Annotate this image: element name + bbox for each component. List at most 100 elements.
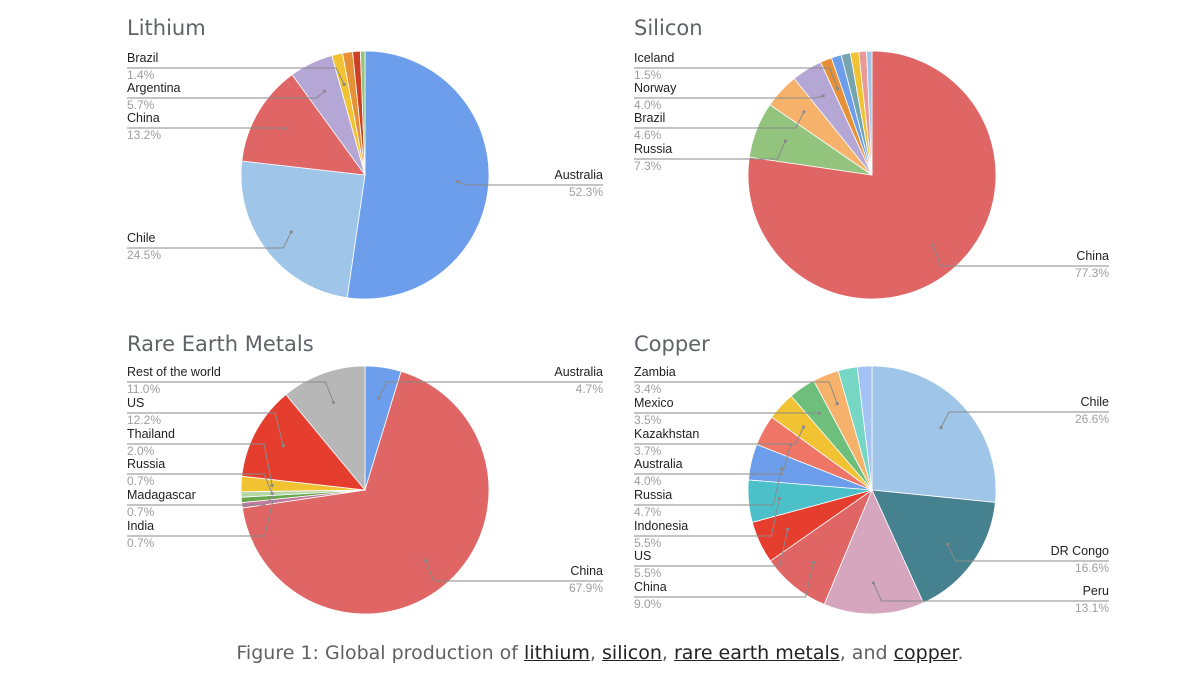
slice-value-label: 4.6% (634, 128, 662, 142)
chart-lithium: Lithium Australia 52.3% Chile 24.5% China 13.… (127, 16, 603, 300)
slice-value-label: 0.7% (127, 474, 155, 488)
slice-label: China (127, 111, 160, 125)
leader-line (127, 231, 292, 249)
slice-label: Peru (1083, 584, 1109, 598)
leader-line (634, 468, 782, 506)
chart-title: Copper (634, 332, 710, 356)
leader-line (634, 381, 838, 404)
slice-label: Thailand (127, 427, 175, 441)
slice-value-label: 24.5% (127, 248, 161, 262)
caption-separator: , and (839, 642, 894, 664)
caption-prefix: Figure 1: Global production of (236, 642, 525, 664)
chart-silicon: Silicon China 77.3% Russia 7.3% Brazil 4.6% No… (634, 16, 1109, 300)
slice-label: Mexico (634, 396, 674, 410)
slice-label: Australia (554, 365, 603, 379)
leader-line (634, 140, 786, 160)
leader-line (634, 498, 780, 537)
pie-slice-china (747, 50, 997, 300)
slice-label: US (127, 396, 144, 410)
pie-slice-rest-of-the-world (285, 365, 366, 492)
pie-slice-china (241, 370, 490, 615)
slice-value-label: 4.0% (634, 98, 662, 112)
leader-line (425, 560, 603, 582)
leader-line (940, 411, 1109, 428)
slice-value-label: 4.0% (634, 474, 662, 488)
slice-label: Chile (127, 231, 156, 245)
pie-slice-australia (346, 50, 490, 300)
slice-label: China (634, 580, 667, 594)
caption-suffix: . (957, 642, 964, 664)
slice-value-label: 4.7% (634, 505, 662, 519)
slice-label: China (1076, 249, 1109, 263)
slice-value-label: 0.7% (127, 505, 155, 519)
slice-value-label: 52.3% (569, 185, 603, 199)
slice-label: US (634, 549, 651, 563)
slice-label: Madagascar (127, 488, 196, 502)
slice-label: Argentina (127, 81, 181, 95)
pie-slice-other-9 (866, 50, 873, 176)
leader-dot (821, 94, 825, 98)
chart-title: Lithium (127, 16, 206, 40)
slice-label: China (570, 564, 603, 578)
slice-value-label: 3.7% (634, 444, 662, 458)
leader-line (873, 582, 1109, 602)
leader-line (634, 67, 838, 89)
pie-slice-china (241, 74, 366, 176)
slice-value-label: 1.4% (127, 68, 155, 82)
caption-link-silicon[interactable]: silicon (602, 642, 662, 664)
pie-slice-chile (240, 160, 366, 299)
slice-label: Brazil (634, 111, 665, 125)
slice-label: Russia (634, 142, 672, 156)
caption-link-rare-earth-metals[interactable]: rare earth metals (673, 642, 840, 664)
slice-value-label: 1.5% (634, 68, 662, 82)
slice-label: Russia (127, 457, 165, 471)
leader-line (634, 529, 789, 567)
pie-slice-other-7 (359, 50, 366, 176)
slice-label: Australia (554, 168, 603, 182)
pie-slice-chile (871, 365, 997, 503)
slice-label: Zambia (634, 365, 676, 379)
slice-value-label: 26.6% (1075, 412, 1109, 426)
leader-line (947, 543, 1109, 562)
slice-label: Chile (1081, 395, 1110, 409)
slice-value-label: 5.7% (127, 98, 155, 112)
leader-line (127, 501, 274, 537)
slice-value-label: 7.3% (634, 159, 662, 173)
slice-value-label: 4.7% (576, 382, 604, 396)
leader-line (457, 181, 603, 186)
leader-line (127, 412, 284, 446)
chart-copper: Copper Chile 26.6% DR Congo 16.6% Peru 13.1% C… (634, 332, 1109, 615)
leader-line (634, 95, 824, 99)
slice-value-label: 0.7% (127, 536, 155, 550)
slice-value-label: 3.5% (634, 413, 662, 427)
slice-value-label: 2.0% (127, 444, 155, 458)
leader-line (127, 497, 273, 506)
slice-label: Rest of the world (127, 365, 221, 379)
caption-link-lithium[interactable]: lithium (524, 642, 590, 664)
slice-label: Norway (634, 81, 677, 95)
leader-line (634, 111, 805, 129)
leader-line (127, 443, 273, 486)
leader-line (932, 245, 1109, 267)
leader-line (127, 90, 325, 99)
slice-value-label: 9.0% (634, 597, 662, 611)
slice-value-label: 13.2% (127, 128, 161, 142)
caption-separator: , (589, 642, 603, 664)
pie-slice-peru (823, 489, 924, 615)
caption-separator: , (661, 642, 674, 664)
chart-rare-earth-metals: Rare Earth Metals Australia 4.7% China 67.9… (127, 332, 604, 615)
slice-value-label: 16.6% (1075, 561, 1109, 575)
leader-line (634, 426, 805, 445)
slice-label: Brazil (127, 51, 158, 65)
caption-link-copper[interactable]: copper (893, 642, 958, 664)
pie-slice-other-12 (856, 365, 873, 491)
pie-slice-dr-congo (871, 489, 996, 604)
leader-line (634, 445, 791, 475)
slice-value-label: 3.4% (634, 382, 662, 396)
figure-caption: Figure 1: Global production of lithium , … (0, 642, 1200, 664)
chart-title: Rare Earth Metals (127, 332, 314, 356)
chart-title: Silicon (634, 16, 703, 40)
slice-value-label: 67.9% (569, 581, 603, 595)
leader-line (634, 562, 815, 598)
